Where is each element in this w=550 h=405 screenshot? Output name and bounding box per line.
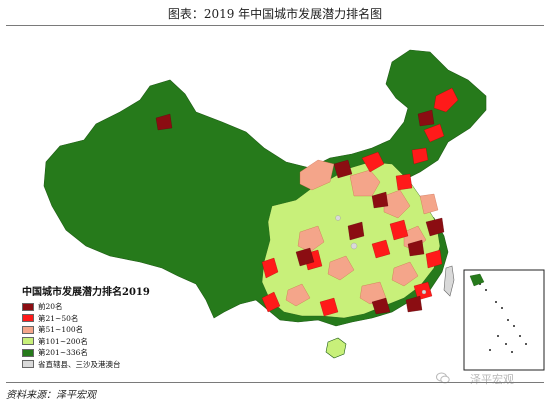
china-map: [0, 27, 550, 379]
legend-swatch: [22, 348, 34, 357]
legend-label: 前20名: [38, 302, 63, 312]
legend-item-21-50: 第21~50名: [22, 313, 192, 325]
south-china-sea-inset: [463, 269, 545, 371]
title-bar: 图表：2019 年中国城市发展潜力排名图: [0, 0, 550, 26]
legend-label: 第21~50名: [38, 313, 79, 323]
legend-title: 中国城市发展潜力排名2019: [22, 287, 150, 298]
page-title: 图表：2019 年中国城市发展潜力排名图: [167, 7, 383, 21]
taiwan-island: [443, 265, 455, 297]
legend-label: 省直辖县、三沙及港澳台: [38, 359, 121, 369]
map-legend: 中国城市发展潜力排名2019 前20名 第21~50名 第51~100名 第10…: [22, 283, 192, 370]
legend-swatch: [22, 314, 34, 323]
legend-item-other: 省直辖县、三沙及港澳台: [22, 359, 192, 371]
legend-swatch: [22, 302, 34, 311]
china-map-svg: [43, 49, 545, 371]
source-divider: [6, 382, 544, 383]
legend-item-101-200: 第101~200名: [22, 336, 192, 348]
legend-label: 第201~336名: [38, 348, 88, 358]
legend-item-top20: 前20名: [22, 301, 192, 313]
source-note: 资料来源：泽平宏观: [6, 390, 96, 401]
legend-swatch: [22, 325, 34, 334]
legend-label: 第51~100名: [38, 325, 84, 335]
legend-item-201-336: 第201~336名: [22, 347, 192, 359]
legend-item-51-100: 第51~100名: [22, 324, 192, 336]
title-divider: [6, 25, 544, 26]
region-other: [335, 215, 427, 295]
brand-watermark: 泽平宏观: [470, 373, 514, 386]
hainan-island: [325, 337, 347, 359]
region-top-20: [155, 109, 445, 315]
legend-swatch: [22, 337, 34, 346]
legend-label: 第101~200名: [38, 336, 88, 346]
legend-swatch: [22, 360, 34, 369]
